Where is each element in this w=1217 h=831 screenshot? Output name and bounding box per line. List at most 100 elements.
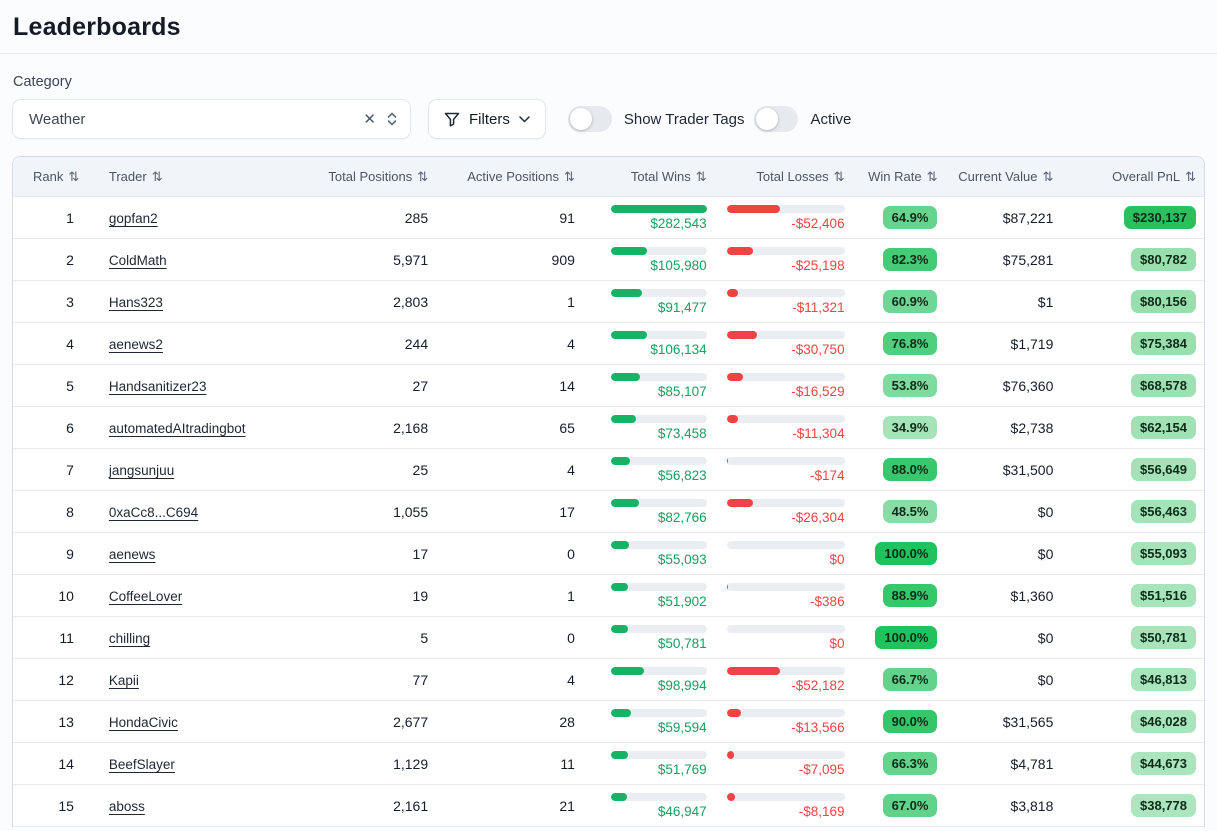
trader-cell: aenews bbox=[90, 533, 301, 575]
category-select[interactable]: Weather ✕ bbox=[12, 99, 411, 139]
header-win-rate[interactable]: Win Rate ⇅ bbox=[856, 157, 948, 197]
trader-link[interactable]: ColdMath bbox=[108, 252, 167, 268]
trader-link[interactable]: CoffeeLover bbox=[108, 588, 183, 604]
table-row: 11 chilling 5 0 $50,781 $0 100.0% $0 $50… bbox=[13, 617, 1204, 659]
trader-link[interactable]: automatedAItradingbot bbox=[108, 420, 246, 436]
sort-icon: ⇅ bbox=[417, 169, 429, 185]
win-rate-badge: 66.7% bbox=[882, 667, 938, 692]
win-rate-badge: 64.9% bbox=[882, 205, 938, 230]
clear-icon[interactable]: ✕ bbox=[363, 111, 376, 128]
trader-link[interactable]: Hans323 bbox=[108, 294, 163, 310]
loss-bar-track bbox=[726, 624, 845, 633]
trader-link[interactable]: 0xaCc8...C694 bbox=[108, 504, 199, 520]
loss-bar-fill bbox=[726, 582, 728, 591]
table-header-row: Rank ⇅ Trader ⇅ Total Positions ⇅ Active Po… bbox=[13, 157, 1204, 197]
current-value-cell: $76,360 bbox=[947, 365, 1068, 407]
win-rate-cell: 88.0% bbox=[856, 449, 948, 491]
sort-icon: ⇅ bbox=[1042, 169, 1054, 185]
header-total-positions[interactable]: Total Positions ⇅ bbox=[300, 157, 443, 197]
overall-pnl-cell: $230,137 bbox=[1067, 197, 1204, 239]
active-positions-cell: 65 bbox=[442, 407, 589, 449]
filters-button[interactable]: Filters bbox=[428, 99, 546, 139]
header-active-positions[interactable]: Active Positions ⇅ bbox=[442, 157, 589, 197]
loss-bar-track bbox=[726, 708, 845, 717]
loss-value: $0 bbox=[829, 635, 845, 651]
rank-cell: 6 bbox=[13, 407, 91, 449]
total-wins-cell: $98,994 bbox=[588, 659, 715, 701]
trader-link[interactable]: HondaCivic bbox=[108, 714, 178, 730]
total-positions-cell: 285 bbox=[300, 197, 443, 239]
trader-link[interactable]: aboss bbox=[108, 798, 145, 814]
trader-link[interactable]: gopfan2 bbox=[108, 210, 158, 226]
loss-value: -$386 bbox=[810, 593, 845, 609]
loss-value: -$25,198 bbox=[791, 257, 845, 273]
total-wins-cell: $55,093 bbox=[588, 533, 715, 575]
table-body: 1 gopfan2 285 91 $282,543 -$52,406 64.9%… bbox=[13, 197, 1204, 827]
loss-bar-track bbox=[726, 750, 845, 759]
loss-bar-fill bbox=[726, 750, 734, 759]
table-row: 13 HondaCivic 2,677 28 $59,594 -$13,566 … bbox=[13, 701, 1204, 743]
rank-cell: 12 bbox=[13, 659, 91, 701]
win-value: $51,902 bbox=[657, 593, 707, 609]
loss-bar-track bbox=[726, 414, 845, 423]
loss-bar-track bbox=[726, 246, 845, 255]
category-label: Category bbox=[13, 74, 72, 90]
current-value-cell: $0 bbox=[947, 659, 1068, 701]
total-positions-cell: 2,168 bbox=[300, 407, 443, 449]
win-bar-fill bbox=[610, 792, 627, 801]
trader-link[interactable]: Handsanitizer23 bbox=[108, 378, 207, 394]
trader-link[interactable]: aenews2 bbox=[108, 336, 163, 352]
trader-link[interactable]: aenews bbox=[108, 546, 156, 562]
total-losses-cell: $0 bbox=[714, 617, 857, 659]
trader-cell: 0xaCc8...C694 bbox=[90, 491, 301, 533]
show-trader-tags-toggle[interactable] bbox=[567, 106, 612, 132]
header-overall-pnl[interactable]: Overall PnL ⇅ bbox=[1067, 157, 1204, 197]
win-bar-fill bbox=[610, 582, 629, 591]
win-bar-fill bbox=[610, 414, 636, 423]
header-current-value[interactable]: Current Value ⇅ bbox=[947, 157, 1068, 197]
win-rate-badge: 67.0% bbox=[882, 793, 938, 818]
overall-pnl-cell: $62,154 bbox=[1067, 407, 1204, 449]
total-positions-cell: 25 bbox=[300, 449, 443, 491]
current-value-cell: $1,360 bbox=[947, 575, 1068, 617]
win-value: $73,458 bbox=[657, 425, 707, 441]
loss-bar-track bbox=[726, 204, 845, 213]
overall-pnl-cell: $55,093 bbox=[1067, 533, 1204, 575]
overall-pnl-cell: $46,028 bbox=[1067, 701, 1204, 743]
pnl-badge: $55,093 bbox=[1131, 541, 1196, 566]
header-trader[interactable]: Trader ⇅ bbox=[90, 157, 301, 197]
win-rate-cell: 76.8% bbox=[856, 323, 948, 365]
active-positions-cell: 91 bbox=[442, 197, 589, 239]
trader-cell: aboss bbox=[90, 785, 301, 827]
total-wins-cell: $82,766 bbox=[588, 491, 715, 533]
win-rate-cell: 100.0% bbox=[856, 617, 948, 659]
current-value-cell: $1,719 bbox=[947, 323, 1068, 365]
title-divider bbox=[0, 53, 1217, 54]
trader-link[interactable]: jangsunjuu bbox=[108, 462, 175, 478]
total-wins-cell: $59,594 bbox=[588, 701, 715, 743]
loss-bar-fill bbox=[726, 456, 728, 465]
funnel-icon bbox=[444, 112, 460, 127]
trader-cell: automatedAItradingbot bbox=[90, 407, 301, 449]
trader-link[interactable]: chilling bbox=[108, 630, 151, 646]
filters-button-label: Filters bbox=[469, 110, 510, 128]
header-rank[interactable]: Rank ⇅ bbox=[13, 157, 91, 197]
current-value-cell: $87,221 bbox=[947, 197, 1068, 239]
overall-pnl-cell: $46,813 bbox=[1067, 659, 1204, 701]
win-rate-badge: 66.3% bbox=[882, 751, 938, 776]
loss-bar-track bbox=[726, 330, 845, 339]
current-value-cell: $0 bbox=[947, 491, 1068, 533]
trader-link[interactable]: BeefSlayer bbox=[108, 756, 175, 772]
win-bar-track bbox=[610, 624, 707, 633]
loss-value: -$52,182 bbox=[791, 677, 845, 693]
rank-cell: 9 bbox=[13, 533, 91, 575]
header-total-wins[interactable]: Total Wins ⇅ bbox=[588, 157, 715, 197]
rank-cell: 10 bbox=[13, 575, 91, 617]
active-toggle[interactable] bbox=[754, 106, 799, 132]
loss-bar-track bbox=[726, 540, 845, 549]
table-row: 3 Hans323 2,803 1 $91,477 -$11,321 60.9%… bbox=[13, 281, 1204, 323]
trader-link[interactable]: Kapii bbox=[108, 672, 139, 688]
loss-value: $0 bbox=[829, 551, 845, 567]
pnl-badge: $46,028 bbox=[1131, 709, 1196, 734]
header-total-losses[interactable]: Total Losses ⇅ bbox=[714, 157, 857, 197]
